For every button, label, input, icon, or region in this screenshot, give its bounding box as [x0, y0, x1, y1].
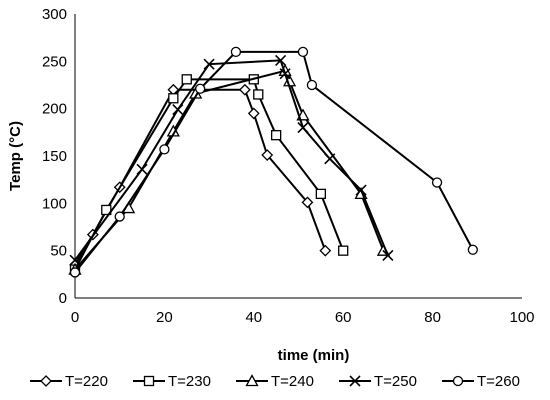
legend: T=220 T=230 T=240 T=250 T=260: [30, 373, 520, 390]
x-tick-label: 60: [335, 309, 352, 326]
series-line: [74, 59, 389, 261]
y-tick-label: 0: [59, 290, 67, 307]
data-point: [203, 58, 215, 70]
legend-marker: [452, 375, 464, 387]
data-point: [159, 144, 170, 155]
x-tick-labels: 0 20 40 60 80 100: [71, 309, 535, 326]
legend-label: T=240: [271, 373, 314, 390]
data-point: [306, 79, 318, 91]
y-tick-labels: 0 50 100 150 200 250 300: [42, 6, 67, 307]
axes: [74, 14, 522, 299]
x-tick-label: 40: [245, 309, 262, 326]
data-point: [270, 130, 282, 141]
x-tick-label: 0: [71, 309, 79, 326]
data-point: [319, 244, 332, 257]
data-point: [324, 153, 336, 165]
data-point: [69, 254, 81, 266]
legend-marker: [40, 375, 52, 387]
data-point: [114, 211, 125, 222]
data-point: [431, 177, 443, 188]
legend-label: T=220: [65, 373, 108, 390]
y-tick-label: 300: [42, 6, 67, 23]
data-point: [338, 245, 349, 256]
series-line: [74, 69, 385, 271]
data-point: [301, 196, 314, 209]
legend-item: T=240: [236, 373, 314, 390]
data-point: [297, 122, 309, 134]
y-axis-title: Temp (°C): [7, 121, 24, 191]
series-T=220: [69, 83, 332, 271]
data-point: [315, 188, 327, 200]
data-point: [275, 54, 287, 66]
series-T=260: [69, 46, 478, 278]
x-tick-label: 20: [156, 309, 173, 326]
y-tick-label: 200: [42, 101, 67, 118]
y-tick-label: 50: [50, 243, 67, 260]
y-tick-label: 150: [42, 148, 67, 165]
x-tick-label: 100: [509, 309, 534, 326]
data-point: [247, 107, 260, 120]
series-line: [74, 78, 345, 271]
data-point: [172, 104, 184, 116]
data-point: [253, 89, 264, 100]
legend-item: T=230: [133, 373, 211, 390]
legend-marker: [349, 375, 361, 387]
legend-item: T=260: [442, 373, 520, 390]
data-point: [279, 68, 291, 80]
data-point: [467, 244, 478, 255]
data-point: [382, 249, 394, 261]
data-point: [238, 83, 251, 96]
legend-label: T=250: [374, 373, 417, 390]
data-point: [297, 46, 309, 58]
data-point: [181, 74, 192, 85]
y-tick-label: 250: [42, 53, 67, 70]
legend-marker: [143, 375, 155, 387]
series-T=250: [69, 54, 394, 266]
x-axis-title: time (min): [278, 347, 350, 364]
data-point: [195, 83, 206, 94]
data-point: [168, 93, 179, 104]
series-layer: [68, 46, 478, 278]
data-point: [136, 163, 148, 175]
legend-marker: [245, 374, 259, 387]
data-point: [261, 149, 274, 161]
legend-label: T=260: [477, 373, 520, 390]
data-point: [69, 267, 81, 278]
data-point: [230, 46, 242, 58]
legend-item: T=250: [339, 373, 417, 390]
x-tick-label: 80: [424, 309, 441, 326]
series-T=230: [69, 74, 349, 275]
legend-item: T=220: [30, 373, 108, 390]
series-line: [74, 88, 327, 266]
legend-label: T=230: [168, 373, 211, 390]
data-point: [355, 184, 367, 196]
y-tick-label: 100: [42, 195, 67, 212]
